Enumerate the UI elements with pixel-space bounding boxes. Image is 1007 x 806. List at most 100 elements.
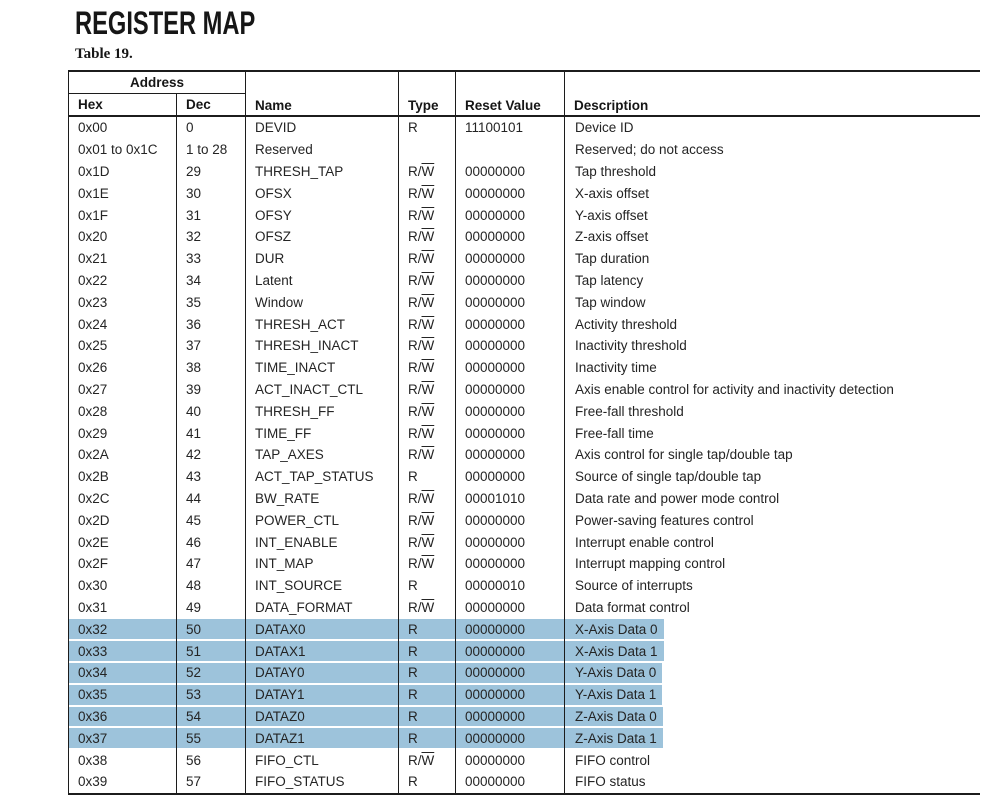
dec-address-cell: 52 (177, 661, 246, 684)
description-cell: Reserved; do not access (565, 139, 980, 161)
table-row: 0x1D 29 THRESH_TAP R/W 00000000 Tap thre… (69, 160, 980, 183)
reset-value-cell: 11100101 (456, 117, 565, 139)
dec-address-cell: 1 to 28 (177, 138, 246, 161)
hex-address-cell: 0x00 (69, 117, 177, 139)
access-type-cell: R (399, 683, 456, 706)
description-cell: Y-Axis Data 1 (565, 683, 980, 706)
dec-address-cell: 33 (177, 247, 246, 270)
dec-address-cell: 54 (177, 705, 246, 728)
access-type-cell: R (399, 661, 456, 684)
description-text: Activity threshold (575, 316, 678, 332)
reset-value-cell: 00000000 (456, 225, 565, 248)
register-name-cell: DATAY1 (246, 683, 399, 706)
reset-value-cell: 00000000 (456, 291, 565, 314)
description-cell: Y-Axis Data 0 (565, 661, 980, 684)
description-cell: Source of interrupts (565, 575, 980, 597)
reset-value-cell: 00000000 (456, 770, 565, 793)
description-text: Tap duration (575, 251, 650, 267)
reset-value-cell: 00000000 (456, 313, 565, 335)
hex-address-cell: 0x34 (69, 661, 177, 684)
register-name-cell: Reserved (246, 138, 399, 161)
description-text: Z-Axis Data 0 (565, 705, 663, 728)
access-type-cell: R/W (399, 509, 456, 532)
table-row: 0x39 57 FIFO_STATUS R 00000000 FIFO stat… (69, 770, 980, 793)
reset-value-cell (456, 138, 565, 161)
table-row: 0x30 48 INT_SOURCE R 00000010 Source of … (69, 574, 980, 597)
reset-value-cell: 00000000 (456, 378, 565, 401)
reset-value-cell: 00000000 (456, 683, 565, 706)
register-name-cell: OFSY (246, 204, 399, 226)
hex-address-cell: 0x24 (69, 313, 177, 335)
column-header-dec: Dec (177, 94, 246, 115)
hex-address-cell: 0x20 (69, 225, 177, 248)
reset-value-cell: 00000000 (456, 465, 565, 488)
description-text: Device ID (575, 120, 634, 136)
reset-value-cell: 00000000 (456, 531, 565, 553)
register-name-cell: INT_MAP (246, 552, 399, 575)
reset-value-cell: 00000000 (456, 705, 565, 728)
reset-value-cell: 00000000 (456, 400, 565, 423)
register-name-cell: ACT_INACT_CTL (246, 378, 399, 401)
register-name-cell: DATA_FORMAT (246, 596, 399, 619)
column-header-name: Name (246, 72, 399, 115)
table-row: 0x28 40 THRESH_FF R/W 00000000 Free-fall… (69, 400, 980, 423)
description-cell: Device ID (565, 117, 980, 139)
dec-address-cell: 38 (177, 356, 246, 379)
description-text: Z-Axis Data 1 (565, 727, 663, 750)
dec-address-cell: 40 (177, 400, 246, 423)
description-text: Y-Axis Data 0 (565, 661, 663, 684)
hex-address-cell: 0x1E (69, 182, 177, 205)
register-name-cell: DATAZ0 (246, 705, 399, 728)
description-cell: FIFO control (565, 749, 980, 771)
register-name-cell: OFSZ (246, 225, 399, 248)
dec-address-cell: 48 (177, 574, 246, 597)
hex-address-cell: 0x28 (69, 400, 177, 423)
reset-value-cell: 00000000 (456, 247, 565, 270)
description-cell: Tap latency (565, 270, 980, 292)
description-text: X-Axis Data 0 (565, 618, 664, 641)
hex-address-cell: 0x26 (69, 356, 177, 379)
table-row: 0x21 33 DUR R/W 00000000 Tap duration (69, 247, 980, 270)
description-cell: Z-Axis Data 0 (565, 705, 980, 728)
dec-address-cell: 56 (177, 749, 246, 771)
description-cell: Tap threshold (565, 161, 980, 183)
description-text: FIFO control (575, 752, 651, 768)
table-row: 0x25 37 THRESH_INACT R/W 00000000 Inacti… (69, 334, 980, 357)
table-row: 0x24 36 THRESH_ACT R/W 00000000 Activity… (69, 313, 980, 335)
reset-value-cell: 00001010 (456, 487, 565, 510)
access-type-cell: R (399, 117, 456, 139)
column-header-type: Type (399, 72, 456, 115)
table-row: 0x2E 46 INT_ENABLE R/W 00000000 Interrup… (69, 531, 980, 553)
hex-address-cell: 0x36 (69, 705, 177, 728)
description-text: Source of single tap/double tap (575, 469, 762, 485)
table-row: 0x23 35 Window R/W 00000000 Tap window (69, 291, 980, 314)
table-row: 0x01 to 0x1C 1 to 28 Reserved Reserved; … (69, 138, 980, 161)
description-text: X-Axis Data 1 (565, 640, 664, 662)
description-cell: X-axis offset (565, 182, 980, 204)
description-cell: Axis enable control for activity and ina… (565, 379, 980, 401)
access-type-cell: R (399, 618, 456, 641)
dec-address-cell: 41 (177, 422, 246, 444)
dec-address-cell: 49 (177, 596, 246, 619)
register-name-cell: THRESH_ACT (246, 313, 399, 335)
reset-value-cell: 00000000 (456, 182, 565, 205)
table-row: 0x31 49 DATA_FORMAT R/W 00000000 Data fo… (69, 596, 980, 619)
register-name-cell: OFSX (246, 182, 399, 205)
dec-address-cell: 51 (177, 640, 246, 662)
description-text: Inactivity threshold (575, 338, 687, 354)
reset-value-cell: 00000000 (456, 509, 565, 532)
description-cell: Tap window (565, 291, 980, 313)
register-name-cell: INT_SOURCE (246, 574, 399, 597)
description-cell: Free-fall threshold (565, 400, 980, 422)
description-text: Tap latency (575, 272, 644, 288)
access-type-cell (399, 138, 456, 161)
reset-value-cell: 00000000 (456, 727, 565, 750)
access-type-cell: R (399, 574, 456, 597)
table-row: 0x35 53 DATAY1 R 00000000 Y-Axis Data 1 (69, 683, 980, 706)
description-cell: Data format control (565, 597, 980, 619)
access-type-cell: R/W (399, 422, 456, 444)
access-type-cell: R/W (399, 531, 456, 553)
hex-address-cell: 0x21 (69, 247, 177, 270)
hex-address-cell: 0x37 (69, 727, 177, 750)
